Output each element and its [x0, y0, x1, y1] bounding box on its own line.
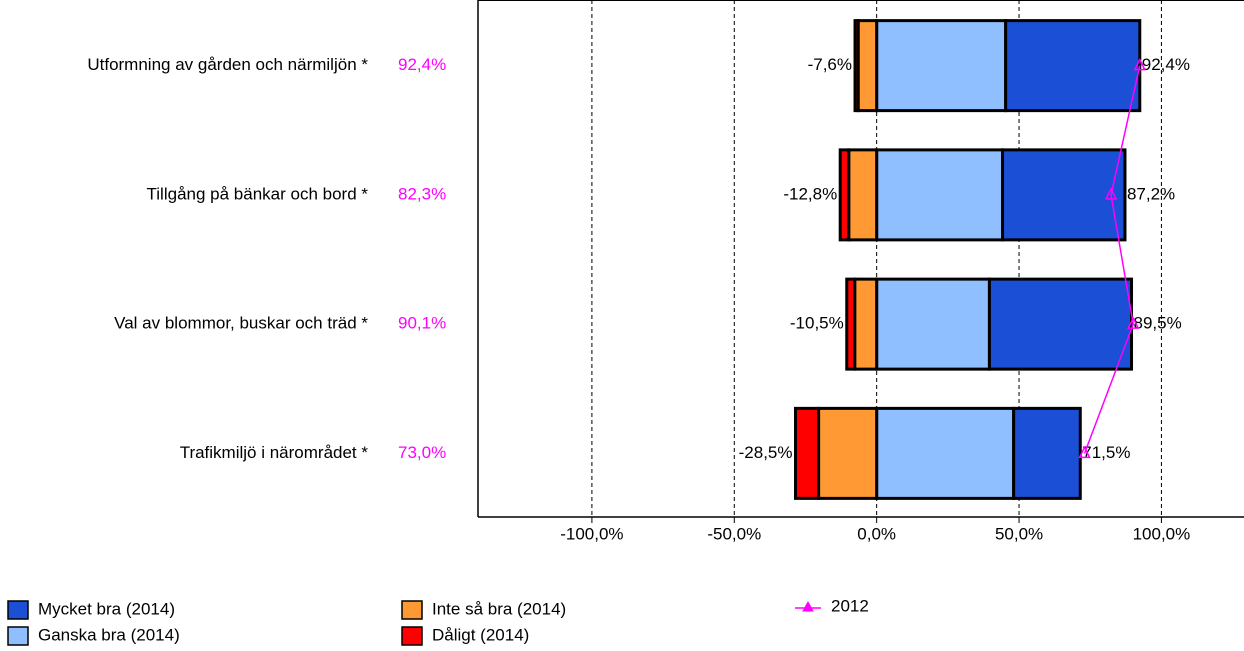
x-tick-label: 0,0%: [857, 524, 896, 543]
positive-total-label: 87,2%: [1127, 184, 1175, 203]
bar-segment: [838, 148, 851, 242]
legend-swatch: [401, 626, 423, 646]
line-marker: [1078, 445, 1091, 459]
legend-label: Dåligt (2014): [432, 625, 529, 644]
line-2012: [1083, 65, 1141, 454]
bar-segment: [1012, 406, 1082, 500]
legend-swatch: [7, 626, 29, 646]
bar-segment: [875, 19, 1008, 113]
line-marker: [1104, 187, 1118, 200]
bar-segment: [847, 148, 879, 242]
category-label: Trafikmiljö i närområdet *: [180, 443, 369, 462]
bar-segment: [875, 148, 1005, 242]
bar-segment: [987, 277, 1134, 371]
bar-segment: [853, 19, 860, 113]
line-value-label: 92,4%: [398, 55, 446, 74]
line-marker: [1127, 316, 1140, 329]
line-value-label: 73,0%: [398, 443, 446, 462]
bar-segment: [875, 277, 991, 371]
legend-label: Inte så bra (2014): [432, 599, 566, 618]
category-label: Utformning av gården och närmiljön *: [87, 55, 368, 74]
x-tick-label: 100,0%: [1133, 524, 1191, 543]
legend-swatch: [7, 600, 29, 620]
bar-segment: [856, 19, 879, 113]
positive-total-label: 89,5%: [1134, 314, 1182, 333]
category-label: Tillgång på bänkar och bord *: [147, 184, 369, 203]
bar-segment: [845, 277, 857, 371]
x-tick-label: -100,0%: [560, 524, 623, 543]
line-value-label: 82,3%: [398, 184, 446, 203]
bar-segment: [817, 406, 879, 500]
legend-label: 2012: [831, 596, 869, 615]
negative-total-label: -7,6%: [808, 55, 852, 74]
legend-marker: [802, 600, 814, 612]
x-tick-label: 50,0%: [995, 524, 1043, 543]
bar-segment: [1001, 148, 1127, 242]
bar-segment: [875, 406, 1016, 500]
legend-label: Ganska bra (2014): [38, 625, 180, 644]
positive-total-label: 92,4%: [1142, 55, 1190, 74]
negative-total-label: -10,5%: [790, 314, 844, 333]
line-value-label: 90,1%: [398, 314, 446, 333]
positive-total-label: 71,5%: [1082, 443, 1130, 462]
negative-total-label: -12,8%: [783, 184, 837, 203]
bar-segment: [1004, 19, 1142, 113]
line-marker: [1133, 57, 1146, 71]
x-tick-label: -50,0%: [707, 524, 761, 543]
legend-swatch: [401, 600, 423, 620]
negative-total-label: -28,5%: [739, 443, 793, 462]
category-label: Val av blommor, buskar och träd *: [114, 314, 368, 333]
bar-segment: [853, 277, 879, 371]
bar-segment: [794, 406, 821, 500]
legend-label: Mycket bra (2014): [38, 599, 175, 618]
